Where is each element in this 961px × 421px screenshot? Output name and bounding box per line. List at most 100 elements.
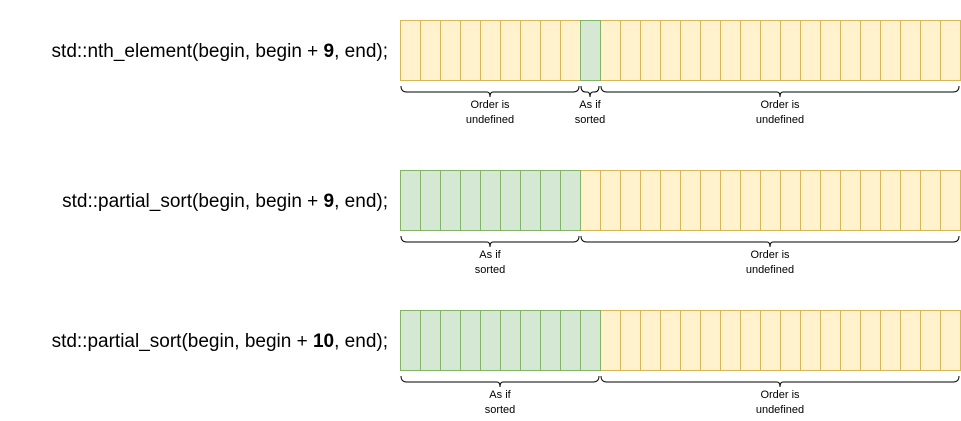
code-suffix: , end);	[334, 191, 388, 212]
segment-label-line1: As if	[579, 99, 601, 111]
sorted-cell	[500, 310, 521, 371]
sorted-cell	[520, 170, 541, 231]
unordered-cell	[780, 20, 801, 81]
unordered-cell	[580, 170, 601, 231]
sorted-cell	[480, 310, 501, 371]
unordered-cell	[720, 20, 741, 81]
unordered-cell	[760, 310, 781, 371]
code-call: std::partial_sort(begin, begin + 9, end)…	[62, 191, 388, 212]
unordered-cell	[880, 20, 901, 81]
array-cells	[400, 20, 961, 81]
unordered-cell	[600, 20, 621, 81]
unordered-cell	[720, 170, 741, 231]
unordered-cell	[440, 20, 461, 81]
unordered-cell	[600, 310, 621, 371]
unordered-cell	[660, 170, 681, 231]
segment-brace	[580, 85, 600, 98]
unordered-cell	[860, 310, 881, 371]
sorted-cell	[480, 170, 501, 231]
unordered-cell	[620, 20, 641, 81]
segment-label-line1: As if	[479, 249, 501, 261]
code-call: std::nth_element(begin, begin + 9, end);	[52, 41, 388, 62]
segment-brace	[400, 235, 580, 248]
segment-brace	[400, 375, 600, 388]
segment-label-line2: sorted	[475, 264, 506, 276]
segment-brace	[600, 85, 960, 98]
unordered-cell	[920, 20, 941, 81]
code-suffix: , end);	[334, 331, 388, 352]
unordered-cell	[620, 310, 641, 371]
unordered-cell	[740, 20, 761, 81]
unordered-cell	[940, 310, 961, 371]
unordered-cell	[780, 310, 801, 371]
segment-brace	[580, 235, 960, 248]
unordered-cell	[680, 310, 701, 371]
segment-label-line2: sorted	[485, 404, 516, 416]
unordered-cell	[820, 310, 841, 371]
segment-label-line2: undefined	[746, 264, 794, 276]
unordered-cell	[660, 310, 681, 371]
segment-label-line2: undefined	[756, 114, 804, 126]
unordered-cell	[620, 170, 641, 231]
sorted-cell	[400, 310, 421, 371]
sorted-cell-border	[580, 20, 601, 81]
unordered-cell	[740, 170, 761, 231]
unordered-cell	[820, 20, 841, 81]
unordered-cell	[920, 170, 941, 231]
code-number: 10	[313, 331, 334, 352]
sorted-cell	[420, 170, 441, 231]
sorted-cell	[580, 310, 601, 371]
unordered-cell	[800, 20, 821, 81]
unordered-cell	[700, 170, 721, 231]
unordered-cell	[880, 310, 901, 371]
unordered-cell	[720, 310, 741, 371]
unordered-cell	[840, 310, 861, 371]
unordered-cell	[480, 20, 501, 81]
sorted-cell	[540, 170, 561, 231]
row-3: std::partial_sort(begin, begin + 10, end…	[52, 310, 961, 416]
unordered-cell	[700, 310, 721, 371]
unordered-cell	[860, 170, 881, 231]
unordered-cell	[760, 20, 781, 81]
code-number: 9	[324, 41, 335, 62]
unordered-cell	[600, 170, 621, 231]
array-cells	[400, 310, 961, 371]
unordered-cell	[740, 310, 761, 371]
unordered-cell	[660, 20, 681, 81]
unordered-cell	[680, 20, 701, 81]
code-prefix: std::nth_element(begin, begin +	[52, 41, 324, 62]
unordered-cell	[800, 170, 821, 231]
unordered-cell	[780, 170, 801, 231]
sorted-cell	[460, 170, 481, 231]
unordered-cell	[940, 20, 961, 81]
segment-label-line1: Order is	[760, 389, 800, 401]
sorted-cell	[460, 310, 481, 371]
unordered-cell	[460, 20, 481, 81]
sorted-cell	[400, 170, 421, 231]
row-2: std::partial_sort(begin, begin + 9, end)…	[62, 170, 961, 276]
unordered-cell	[840, 170, 861, 231]
unordered-cell	[640, 170, 661, 231]
unordered-cell	[420, 20, 441, 81]
segment-label-line1: Order is	[750, 249, 790, 261]
sorted-cell	[440, 310, 461, 371]
sorted-cell-border	[580, 310, 601, 371]
row-1: std::nth_element(begin, begin + 9, end);…	[52, 20, 961, 126]
unordered-cell	[820, 170, 841, 231]
unordered-cell	[680, 170, 701, 231]
unordered-cell	[640, 310, 661, 371]
sorted-cell	[560, 170, 581, 231]
code-prefix: std::partial_sort(begin, begin +	[52, 331, 313, 352]
segment-label-line2: sorted	[575, 114, 606, 126]
sorted-cell	[520, 310, 541, 371]
sorted-cell	[580, 20, 601, 81]
segment-brace	[600, 375, 960, 388]
segment-label-line2: undefined	[756, 404, 804, 416]
unordered-cell	[540, 20, 561, 81]
code-call: std::partial_sort(begin, begin + 10, end…	[52, 331, 388, 352]
unordered-cell	[940, 170, 961, 231]
unordered-cell	[400, 20, 421, 81]
unordered-cell	[900, 20, 921, 81]
unordered-cell	[920, 310, 941, 371]
